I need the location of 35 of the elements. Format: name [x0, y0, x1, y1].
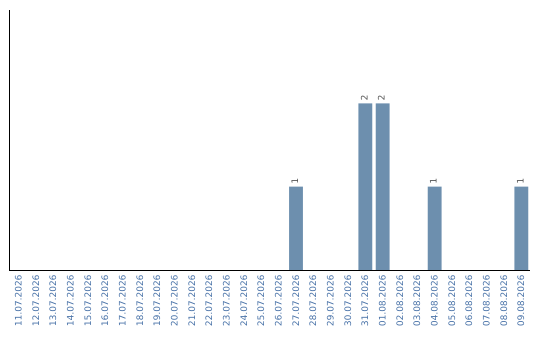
x-tick-label: 25.07.2026: [257, 274, 268, 326]
x-tick-label: 26.07.2026: [274, 274, 285, 326]
x-tick-label: 15.07.2026: [84, 274, 94, 326]
x-tick-label: 16.07.2026: [101, 274, 112, 326]
x-tick-label: 27.07.2026: [292, 274, 302, 326]
x-tick-label: 30.07.2026: [344, 274, 354, 326]
x-tick-label: 23.07.2026: [222, 274, 233, 326]
x-tick-label: 03.08.2026: [413, 274, 424, 326]
data-label: 1: [430, 178, 440, 184]
x-tick-label: 05.08.2026: [448, 274, 458, 326]
x-tick-label: 19.07.2026: [153, 274, 164, 326]
x-tick-label: 31.07.2026: [361, 274, 372, 326]
x-tick-label: 08.08.2026: [500, 274, 510, 326]
x-tick-label: 01.08.2026: [378, 274, 389, 326]
x-tick-label: 09.08.2026: [517, 274, 528, 326]
x-tick-label: 07.08.2026: [482, 274, 493, 326]
data-label: 2: [378, 94, 388, 100]
x-tick-label: 29.07.2026: [326, 274, 337, 326]
x-tick-label: 11.07.2026: [14, 274, 25, 326]
x-tick-label: 06.08.2026: [465, 274, 476, 326]
x-tick-label: 24.07.2026: [240, 274, 250, 326]
x-tick-label: 14.07.2026: [66, 274, 77, 326]
x-tick-label: 18.07.2026: [136, 274, 146, 326]
x-tick-label: 22.07.2026: [205, 274, 216, 326]
x-tick-label: 12.07.2026: [32, 274, 42, 326]
data-label: 1: [516, 178, 526, 184]
data-label: 2: [360, 94, 370, 100]
x-tick-label: 02.08.2026: [396, 274, 406, 326]
data-label: 1: [291, 178, 301, 184]
x-tick-label: 13.07.2026: [49, 274, 60, 326]
x-tick-label: 17.07.2026: [118, 274, 129, 326]
x-tick-label: 28.07.2026: [309, 274, 320, 326]
x-tick-label: 04.08.2026: [430, 274, 441, 326]
x-tick-label: 21.07.2026: [188, 274, 198, 326]
x-tick-label: 20.07.2026: [170, 274, 181, 326]
